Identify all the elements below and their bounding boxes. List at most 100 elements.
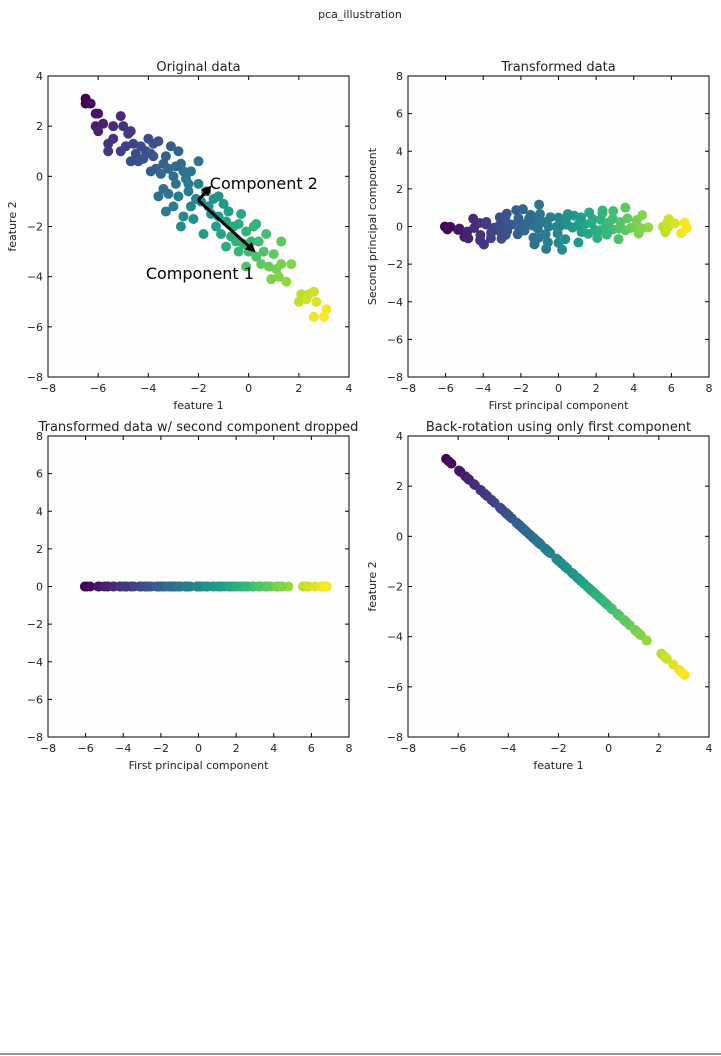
data-point [130, 148, 141, 159]
data-point [268, 249, 279, 260]
data-point [636, 223, 647, 234]
x-tick-label: 0 [555, 382, 562, 395]
component-1-arrow [197, 199, 253, 250]
y-tick-label: 6 [36, 468, 43, 481]
data-point [233, 246, 244, 257]
x-tick-label: 2 [295, 382, 302, 395]
y-tick-label: −6 [27, 321, 43, 334]
data-point [539, 543, 550, 554]
data-point [592, 233, 603, 244]
data-point [276, 259, 287, 270]
data-point [273, 271, 284, 282]
x-tick-label: −6 [438, 382, 454, 395]
component-2-arrow-head [201, 185, 212, 197]
x-tick-label: 2 [233, 742, 240, 755]
data-point [125, 156, 136, 167]
x-tick-label: −6 [78, 742, 94, 755]
x-tick-label: −4 [115, 742, 131, 755]
data-point [173, 191, 184, 202]
data-point [179, 581, 190, 592]
subplot-title: Transformed data [500, 60, 615, 75]
data-point [597, 205, 608, 216]
data-point [311, 296, 322, 307]
data-point [236, 208, 247, 219]
y-tick-label: 0 [396, 221, 403, 234]
data-point [601, 229, 612, 240]
y-tick-label: 2 [396, 183, 403, 196]
data-point [584, 207, 595, 218]
y-tick-label: −4 [387, 631, 403, 644]
x-tick-label: −2 [513, 382, 529, 395]
figure-suptitle: pca_illustration [318, 8, 402, 21]
data-point [562, 563, 573, 574]
data-point [213, 211, 224, 222]
y-tick-label: −2 [27, 221, 43, 234]
data-point [213, 191, 224, 202]
data-point [251, 218, 262, 229]
data-point [513, 213, 524, 224]
data-point [321, 581, 332, 592]
axes-frame [407, 435, 710, 738]
data-point [532, 223, 543, 234]
axes-frame [407, 75, 710, 378]
data-point [478, 239, 489, 250]
data-point [134, 581, 145, 592]
data-point [541, 243, 552, 254]
data-point [178, 166, 189, 177]
data-point [281, 276, 292, 287]
data-point [93, 108, 104, 119]
data-point [321, 304, 332, 315]
data-point [241, 226, 252, 237]
data-point [115, 111, 126, 122]
y-tick-label: −2 [27, 618, 43, 631]
data-point [637, 210, 648, 221]
data-point [163, 163, 174, 174]
y-tick-label: 4 [36, 505, 43, 518]
y-tick-label: −2 [387, 581, 403, 594]
data-point [85, 98, 96, 109]
y-tick-label: 2 [36, 120, 43, 133]
data-point [562, 209, 573, 220]
y-tick-label: 4 [396, 145, 403, 158]
data-point [155, 168, 166, 179]
x-tick-label: −2 [550, 742, 566, 755]
data-point [635, 629, 646, 640]
data-point [496, 233, 507, 244]
data-point [241, 261, 252, 272]
data-point [98, 118, 109, 129]
subplot-title: Back-rotation using only first component [426, 420, 691, 435]
x-tick-label: 2 [655, 742, 662, 755]
data-point [620, 202, 631, 213]
data-point [193, 178, 204, 189]
data-point [163, 188, 174, 199]
data-point [103, 146, 114, 157]
data-point [540, 229, 551, 240]
y-tick-label: 0 [36, 581, 43, 594]
y-axis-label: feature 2 [6, 201, 19, 251]
data-point [524, 213, 535, 224]
data-point [198, 229, 209, 240]
x-axis-label: feature 1 [533, 759, 583, 772]
data-point [153, 191, 164, 202]
data-point [152, 581, 163, 592]
annotation-component-2: Component 2 [210, 174, 318, 193]
y-tick-label: 8 [396, 70, 403, 83]
data-point [512, 518, 523, 529]
data-point [551, 553, 562, 564]
component-1-arrow-head [244, 242, 256, 253]
data-point [562, 219, 573, 230]
data-point [318, 311, 329, 322]
data-point [251, 251, 262, 262]
y-tick-label: 0 [36, 170, 43, 183]
data-point [517, 204, 528, 215]
x-tick-label: 4 [346, 382, 353, 395]
data-point [308, 311, 319, 322]
data-point [153, 136, 164, 147]
y-tick-label: 8 [36, 430, 43, 443]
data-point [118, 581, 129, 592]
data-point [539, 217, 550, 228]
data-point [93, 126, 104, 137]
data-point [145, 148, 156, 159]
data-point [475, 229, 486, 240]
data-point [679, 669, 690, 680]
